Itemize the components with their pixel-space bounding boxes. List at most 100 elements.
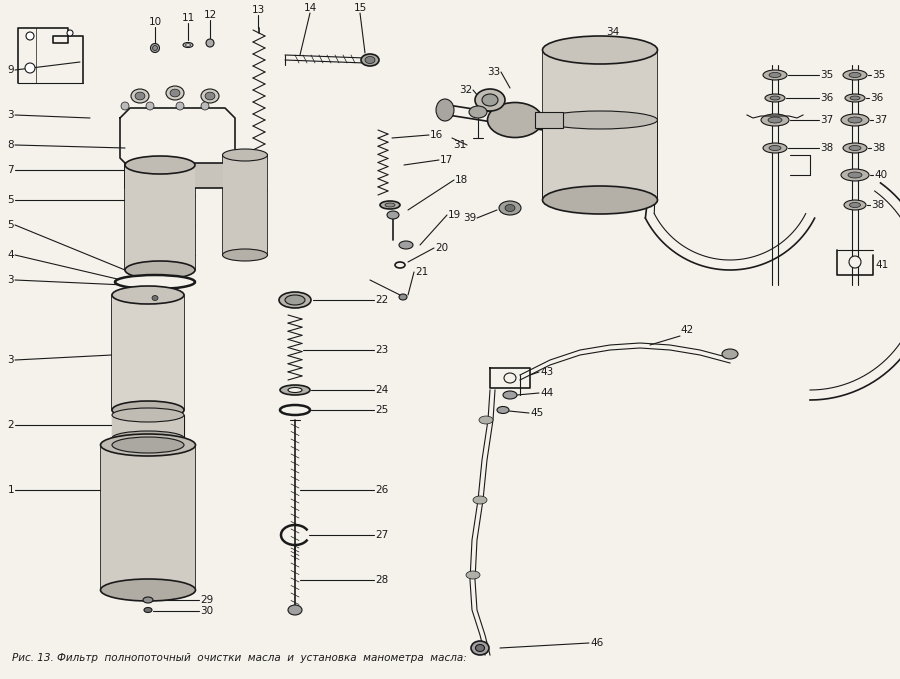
- Text: 24: 24: [375, 385, 388, 395]
- Bar: [112, 295, 184, 410]
- Text: 4: 4: [7, 250, 14, 260]
- Text: 26: 26: [375, 485, 388, 495]
- Ellipse shape: [222, 249, 267, 261]
- Ellipse shape: [436, 99, 454, 121]
- Ellipse shape: [152, 45, 158, 50]
- Text: 35: 35: [820, 70, 833, 80]
- Ellipse shape: [280, 385, 310, 395]
- Text: 21: 21: [415, 267, 428, 277]
- Bar: [101, 445, 195, 590]
- Ellipse shape: [112, 401, 184, 419]
- Ellipse shape: [131, 89, 149, 103]
- Ellipse shape: [497, 407, 509, 414]
- Ellipse shape: [279, 292, 311, 308]
- Text: 39: 39: [463, 213, 476, 223]
- Text: 16: 16: [430, 130, 443, 140]
- Ellipse shape: [166, 86, 184, 100]
- Ellipse shape: [395, 262, 405, 268]
- Ellipse shape: [280, 405, 310, 415]
- Text: 36: 36: [870, 93, 883, 103]
- Text: 43: 43: [540, 367, 554, 377]
- Text: 31: 31: [453, 140, 466, 150]
- Ellipse shape: [475, 644, 484, 651]
- Ellipse shape: [143, 597, 153, 603]
- Ellipse shape: [469, 106, 487, 118]
- Ellipse shape: [850, 202, 860, 208]
- Ellipse shape: [25, 63, 35, 73]
- Text: 3: 3: [7, 275, 14, 285]
- Text: 45: 45: [530, 408, 544, 418]
- Ellipse shape: [115, 275, 195, 289]
- Text: 20: 20: [435, 243, 448, 253]
- Ellipse shape: [849, 145, 861, 151]
- Ellipse shape: [288, 605, 302, 615]
- Bar: [125, 163, 225, 188]
- Ellipse shape: [399, 294, 407, 300]
- Text: 22: 22: [375, 295, 388, 305]
- Text: 13: 13: [251, 5, 265, 15]
- Text: 38: 38: [820, 143, 833, 153]
- Ellipse shape: [222, 149, 267, 161]
- Text: 42: 42: [680, 325, 693, 335]
- Ellipse shape: [380, 201, 400, 209]
- Text: 37: 37: [820, 115, 833, 125]
- Text: 44: 44: [540, 388, 554, 398]
- Text: 25: 25: [375, 405, 388, 415]
- Text: 34: 34: [606, 27, 619, 37]
- Ellipse shape: [101, 434, 195, 456]
- Ellipse shape: [385, 203, 395, 207]
- Text: 3: 3: [7, 110, 14, 120]
- Text: 9: 9: [7, 65, 14, 75]
- Ellipse shape: [769, 73, 781, 77]
- Ellipse shape: [841, 114, 869, 126]
- Ellipse shape: [121, 102, 129, 110]
- Ellipse shape: [763, 70, 787, 80]
- Ellipse shape: [770, 96, 780, 100]
- Ellipse shape: [543, 186, 658, 214]
- Ellipse shape: [112, 437, 184, 453]
- Ellipse shape: [844, 200, 866, 210]
- Ellipse shape: [505, 204, 515, 211]
- Ellipse shape: [183, 43, 193, 48]
- Ellipse shape: [479, 416, 493, 424]
- Ellipse shape: [849, 73, 861, 77]
- Ellipse shape: [399, 241, 413, 249]
- Text: 2: 2: [7, 420, 14, 430]
- Text: 27: 27: [375, 530, 388, 540]
- Text: 29: 29: [200, 595, 213, 605]
- Ellipse shape: [112, 286, 184, 304]
- Text: 23: 23: [375, 345, 388, 355]
- Ellipse shape: [205, 92, 215, 100]
- Ellipse shape: [365, 56, 375, 64]
- Text: 11: 11: [182, 13, 194, 23]
- Ellipse shape: [843, 143, 867, 153]
- Text: 28: 28: [375, 575, 388, 585]
- Ellipse shape: [466, 571, 480, 579]
- Ellipse shape: [288, 388, 302, 392]
- Bar: [125, 165, 195, 270]
- Ellipse shape: [482, 94, 498, 106]
- Text: 5: 5: [7, 220, 14, 230]
- Ellipse shape: [848, 172, 862, 178]
- Ellipse shape: [471, 641, 489, 655]
- Ellipse shape: [201, 102, 209, 110]
- Ellipse shape: [499, 201, 521, 215]
- Text: 1: 1: [7, 485, 14, 495]
- Ellipse shape: [722, 349, 738, 359]
- Text: 10: 10: [148, 17, 162, 27]
- Text: 46: 46: [590, 638, 603, 648]
- Text: 8: 8: [7, 140, 14, 150]
- Text: Рис. 13. Фильтр  полнопоточный  очистки  масла  и  установка  манометра  масла:: Рис. 13. Фильтр полнопоточный очистки ма…: [12, 653, 467, 663]
- Ellipse shape: [144, 608, 152, 612]
- Ellipse shape: [101, 579, 195, 601]
- Ellipse shape: [503, 391, 517, 399]
- Ellipse shape: [488, 103, 543, 138]
- Ellipse shape: [112, 431, 184, 445]
- Text: 3: 3: [7, 355, 14, 365]
- Text: 15: 15: [354, 3, 366, 13]
- Bar: [112, 415, 184, 438]
- Text: 32: 32: [459, 85, 472, 95]
- Ellipse shape: [125, 156, 195, 174]
- Ellipse shape: [845, 94, 865, 102]
- Ellipse shape: [841, 169, 869, 181]
